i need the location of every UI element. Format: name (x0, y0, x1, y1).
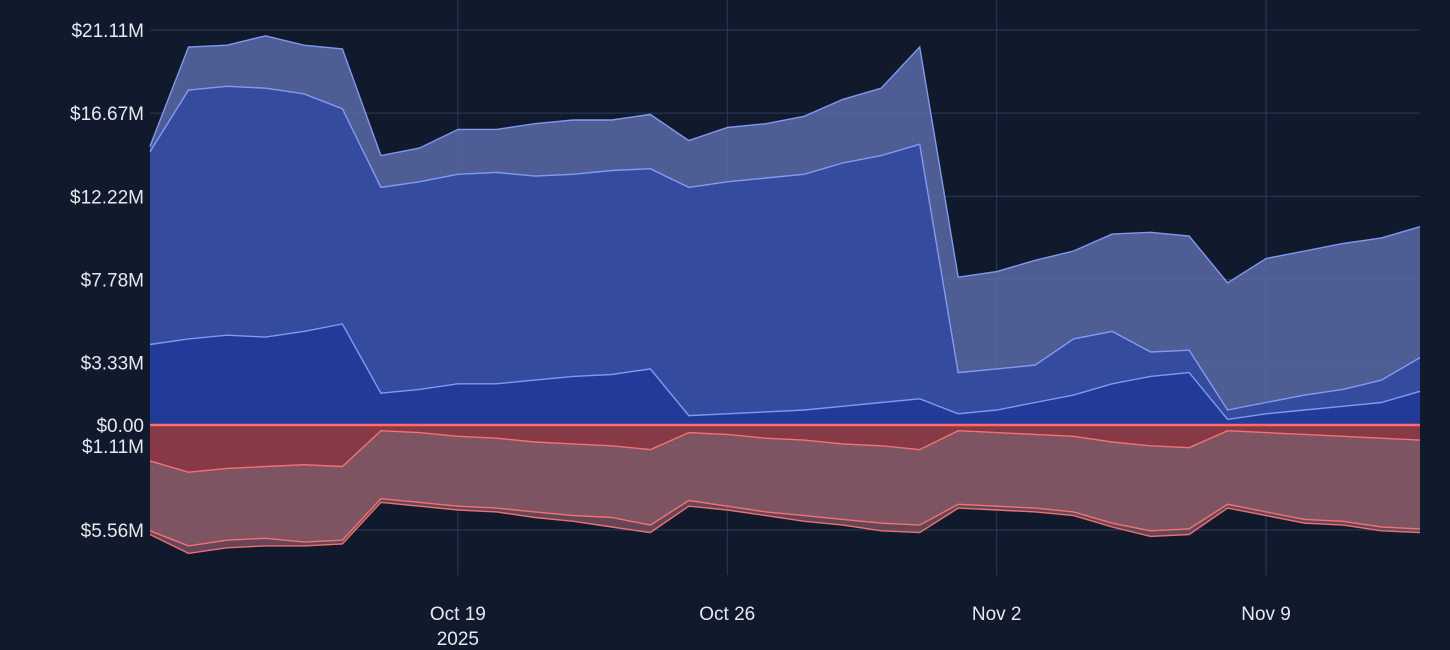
y-tick-label: $12.22M (70, 187, 144, 208)
positive-series-line (149, 35, 1421, 284)
x-tick-label: Nov 9 (1241, 604, 1291, 625)
y-tick-label: $7.78M (81, 270, 144, 291)
positive-series-line (149, 85, 1421, 411)
positive-area (150, 86, 1420, 426)
y-tick-label: $16.67M (70, 104, 144, 125)
area-series (150, 35, 1420, 554)
x-tick-label: Oct 26 (699, 604, 755, 625)
negative-series-line (149, 497, 1421, 547)
positive-area (150, 324, 1420, 425)
x-axis-tick-labels: Oct 19 2025 Oct 26 Nov 2 Nov 9 (430, 604, 1291, 650)
x-tick-sublabel: 2025 (437, 629, 479, 650)
negative-area (150, 425, 1420, 473)
x-tick-label: Oct 19 (430, 604, 486, 625)
y-tick-label: $21.11M (71, 21, 144, 42)
series-lines (149, 35, 1421, 555)
x-tick-label: Nov 2 (972, 604, 1022, 625)
negative-series-line (149, 501, 1421, 555)
y-tick-label: $5.56M (81, 521, 144, 542)
negative-series-line (149, 429, 1421, 473)
negative-area (150, 425, 1420, 546)
y-axis-tick-labels: $21.11M $16.67M $12.22M $7.78M $3.33M $0.00$1… (70, 21, 144, 542)
y-tick-label: $0.00 (96, 416, 144, 437)
y-tick-label: $1.11M (82, 437, 144, 458)
positive-series-line (149, 323, 1421, 421)
y-tick-label: $3.33M (81, 354, 144, 375)
